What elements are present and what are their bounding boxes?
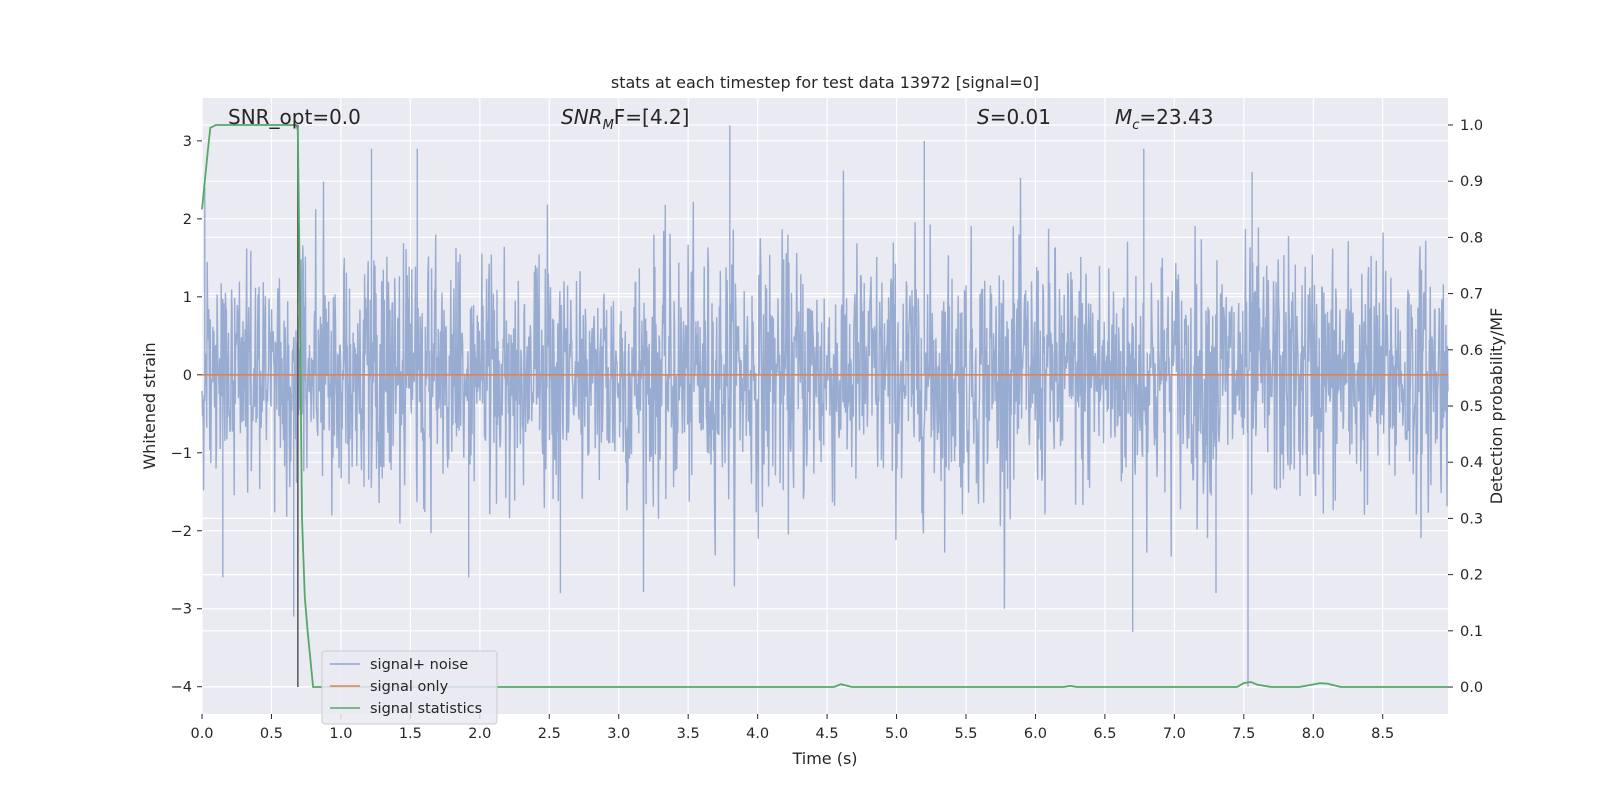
annotation-mc: Mc=23.43 (1115, 105, 1213, 133)
x-tick-label: 3.0 (607, 726, 630, 742)
x-tick-label: 0.0 (190, 726, 213, 742)
x-tick-label: 5.5 (954, 726, 977, 742)
x-tick-label: 4.5 (816, 726, 839, 742)
y-tick-label: −4 (171, 680, 192, 696)
y2-tick-label: 0.7 (1460, 287, 1483, 303)
y-tick-label: −2 (171, 524, 192, 540)
x-tick-label: 6.5 (1093, 726, 1116, 742)
y2-tick-label: 0.0 (1460, 680, 1483, 696)
annotation-snr-mf-main: SNR (561, 105, 603, 129)
x-tick-label: 1.0 (329, 726, 352, 742)
y-tick-label: 3 (183, 134, 192, 150)
legend-label-signal-statistics: signal statistics (370, 701, 482, 717)
x-tick-label: 1.5 (399, 726, 422, 742)
y2-tick-label: 0.9 (1460, 174, 1483, 190)
x-tick-label: 8.0 (1302, 726, 1325, 742)
legend-label-signal-only: signal only (370, 679, 449, 695)
y-axis-label: Whitened strain (140, 342, 159, 469)
annotation-snr-mf-rest: F=[4.2] (614, 105, 690, 129)
x-tick-label: 6.0 (1024, 726, 1047, 742)
x-tick-label: 4.0 (746, 726, 769, 742)
legend-box (321, 650, 498, 725)
x-tick-label: 5.0 (885, 726, 908, 742)
y-axis-ticks: 3 2 1 0 −1 −2 −3 −4 (171, 134, 202, 696)
y-tick-label: 1 (183, 290, 192, 306)
y2-tick-label: 0.4 (1460, 455, 1483, 471)
y2-tick-label: 1.0 (1460, 118, 1483, 134)
y2-tick-label: 0.5 (1460, 399, 1483, 415)
y2-tick-label: 0.3 (1460, 511, 1483, 527)
y2-axis-ticks: 1.0 0.9 0.8 0.7 0.6 0.5 0.4 0.3 0.2 0.1 0.0 (1448, 118, 1483, 696)
y2-tick-label: 0.8 (1460, 230, 1483, 246)
y2-tick-label: 0.1 (1460, 624, 1483, 640)
x-tick-label: 0.5 (260, 726, 283, 742)
y-tick-label: 0 (183, 368, 192, 384)
annotation-mc-sub: c (1132, 118, 1139, 133)
annotation-mc-main: M (1115, 105, 1132, 129)
signal-plus-noise-series (201, 125, 1449, 687)
y2-axis-label: Detection probability/MF (1487, 308, 1506, 505)
y2-tick-label: 0.2 (1460, 568, 1483, 584)
y-tick-label: −3 (171, 602, 192, 618)
x-tick-label: 3.5 (677, 726, 700, 742)
annotation-s-main: S (977, 105, 990, 129)
x-axis-label: Time (s) (791, 749, 857, 768)
y-tick-label: −1 (171, 446, 192, 462)
signal-statistics-line (201, 124, 1448, 688)
x-tick-label: 2.5 (538, 726, 561, 742)
annotation-snr-mf: SNRMF=[4.2] (561, 105, 689, 133)
chart-title: stats at each timestep for test data 139… (611, 73, 1039, 92)
x-axis-ticks: 0.0 0.5 1.0 1.5 2.0 2.5 3.0 3.5 4.0 4.5 5.0 5.5 6.0 6… (190, 714, 1394, 742)
annotation-s: S=0.01 (977, 105, 1051, 129)
x-tick-label: 2.0 (468, 726, 491, 742)
y-tick-label: 2 (183, 212, 192, 228)
legend: signal+ noise signal only signal statist… (321, 650, 498, 725)
signal-statistics-series (201, 124, 1448, 688)
legend-label-signal-plus-noise: signal+ noise (370, 657, 468, 673)
x-tick-label: 7.5 (1232, 726, 1255, 742)
y2-tick-label: 0.6 (1460, 343, 1483, 359)
x-tick-label: 8.5 (1371, 726, 1394, 742)
annotation-s-rest: =0.01 (990, 105, 1051, 129)
signal-plus-noise-line (201, 125, 1449, 687)
annotation-mc-rest: =23.43 (1139, 105, 1213, 129)
annotation-snr-mf-sub: M (603, 118, 614, 133)
x-tick-label: 7.0 (1163, 726, 1186, 742)
annotation-snr-opt: SNR_opt=0.0 (228, 105, 361, 129)
